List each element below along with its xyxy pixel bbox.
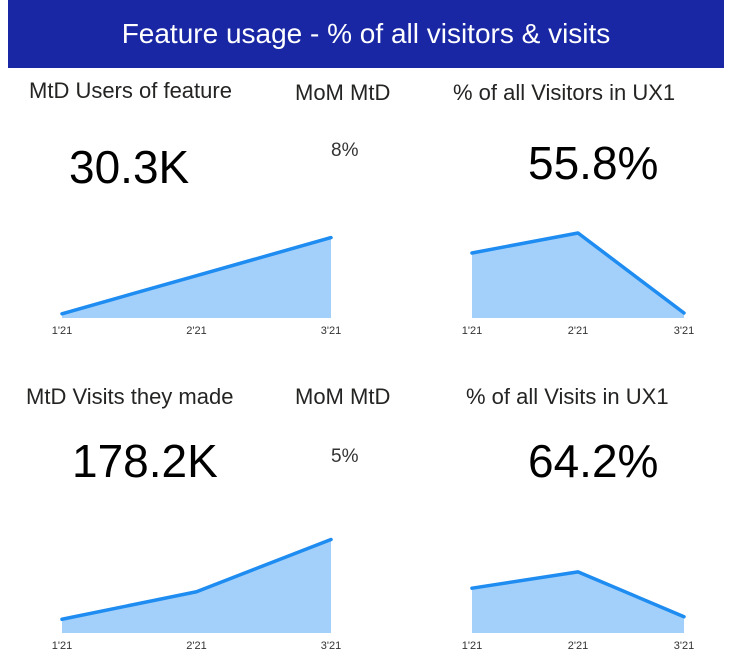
users-tick-label: 1'21 — [52, 325, 72, 337]
visitors-pct-tick-label: 3'21 — [674, 325, 694, 337]
visits-mom-value: 5% — [331, 446, 359, 467]
visits-point-0 — [61, 618, 63, 620]
users-value: 30.3K — [69, 141, 190, 193]
visitors-pct-area-chart: 1'21 2'21 3'21 — [462, 231, 694, 337]
users-tick-label: 3'21 — [321, 325, 341, 337]
visitors-pct-point-2 — [683, 312, 685, 314]
users-point-2 — [330, 237, 332, 239]
visits-pct-point-0 — [471, 587, 473, 589]
visitors-pct-area-fill — [472, 233, 684, 318]
visitors-pct-tick-label: 1'21 — [462, 325, 482, 337]
visits-pct-tick-label: 2'21 — [568, 640, 588, 652]
visits-pct-label: % of all Visits in UX1 — [466, 384, 669, 409]
users-area-chart: 1'21 2'21 3'21 — [52, 235, 341, 337]
banner-title: Feature usage - % of all visitors & visi… — [8, 0, 724, 68]
users-label: MtD Users of feature — [29, 78, 232, 103]
users-mom-value: 8% — [331, 140, 359, 161]
users-point-1 — [196, 275, 197, 277]
visitors-pct-value: 55.8% — [528, 137, 659, 189]
users-tick-label: 2'21 — [186, 325, 206, 337]
visits-pct-point-1 — [577, 571, 579, 573]
visitors-pct-point-0 — [471, 252, 473, 254]
visits-point-2 — [330, 539, 332, 540]
visits-pct-tick-label: 3'21 — [674, 640, 694, 652]
visits-area-fill — [62, 539, 331, 633]
visits-tick-label: 2'21 — [186, 640, 206, 652]
visits-pct-value: 64.2% — [528, 435, 659, 487]
visits-tick-label: 3'21 — [321, 640, 341, 652]
visits-mom-label: MoM MtD — [295, 384, 391, 409]
visitors-pct-point-1 — [577, 232, 579, 234]
visits-point-1 — [196, 591, 197, 593]
visits-value: 178.2K — [72, 435, 218, 487]
users-mom-label: MoM MtD — [295, 80, 391, 105]
visitors-pct-tick-label: 2'21 — [568, 325, 588, 337]
visits-pct-area-chart: 1'21 2'21 3'21 — [462, 570, 694, 652]
visits-label: MtD Visits they made — [26, 384, 234, 409]
visitors-pct-label: % of all Visitors in UX1 — [453, 80, 676, 105]
visits-pct-area-fill — [472, 571, 684, 633]
visits-pct-tick-label: 1'21 — [462, 640, 482, 652]
visits-area-chart: 1'21 2'21 3'21 — [52, 537, 341, 652]
visits-tick-label: 1'21 — [52, 640, 72, 652]
visits-pct-point-2 — [683, 616, 685, 618]
users-point-0 — [61, 313, 63, 315]
